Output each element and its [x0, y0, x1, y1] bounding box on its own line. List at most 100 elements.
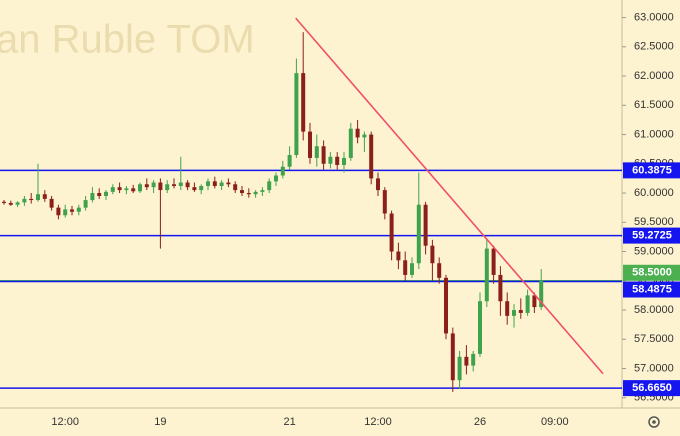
candle-body — [240, 190, 244, 194]
y-tick-label: 62.0000 — [634, 70, 674, 82]
candle-body — [199, 186, 204, 191]
candle-body — [22, 198, 27, 203]
candle-body — [416, 204, 421, 264]
candle-body — [348, 128, 353, 158]
y-tick-label: 62.5000 — [634, 41, 674, 53]
settings-gear-center[interactable] — [652, 420, 656, 424]
candle-body — [423, 204, 428, 246]
level-label-box — [623, 264, 680, 281]
settings-gear[interactable] — [648, 416, 660, 428]
candle-body — [63, 209, 68, 216]
level-label: 59.2725 — [632, 229, 672, 241]
candle-body — [512, 310, 516, 316]
candle-body — [328, 156, 333, 164]
y-tick-label: 63.0000 — [634, 11, 674, 23]
candle-body — [49, 198, 54, 208]
y-tick-label: 61.0000 — [634, 128, 674, 140]
x-tick-label: 09:00 — [541, 416, 569, 428]
candle-body — [430, 245, 435, 264]
candle-body — [70, 209, 74, 212]
candle-body — [260, 190, 265, 192]
level-label-box — [623, 281, 680, 298]
candle-body — [104, 191, 108, 196]
candle-body — [464, 356, 469, 366]
candle-body — [321, 146, 326, 164]
candle-body — [144, 184, 149, 188]
candle-body — [172, 184, 176, 187]
y-tick-label: 61.5000 — [634, 99, 674, 111]
candle-body — [178, 182, 183, 187]
candle-body — [138, 184, 142, 192]
candle-body — [117, 187, 122, 191]
candle-body — [42, 194, 47, 199]
candle-body — [192, 187, 197, 191]
trendline — [295, 17, 604, 375]
candle-body — [491, 248, 496, 275]
candle-body — [314, 146, 319, 158]
candle-body — [308, 131, 312, 158]
candle-body — [206, 181, 210, 187]
candle-body — [437, 263, 442, 278]
candle-body — [505, 301, 510, 316]
candle-body — [253, 191, 258, 195]
candle-body — [294, 73, 299, 156]
candle-body — [539, 280, 544, 308]
candle-body — [274, 175, 278, 182]
candle-body — [457, 356, 462, 381]
y-tick-label: 57.5000 — [634, 333, 674, 345]
candle-body — [478, 301, 482, 354]
candle-body — [301, 73, 306, 132]
candle-body — [2, 201, 6, 203]
candle-body — [335, 156, 340, 165]
candle-body — [287, 155, 292, 167]
x-tick-label: 19 — [154, 416, 166, 428]
candle-body — [219, 182, 224, 187]
candle-body — [484, 248, 489, 302]
candle-body — [498, 274, 503, 302]
candle-body — [97, 193, 102, 196]
candle-body — [280, 166, 285, 176]
candle-body — [233, 184, 238, 191]
candle-body — [124, 188, 129, 191]
level-label: 58.5000 — [632, 267, 672, 279]
candle-body — [471, 353, 476, 366]
candle-body — [525, 295, 530, 313]
candle-body — [83, 200, 88, 208]
candle-body — [151, 182, 156, 188]
candle-body — [376, 178, 380, 191]
candle-body — [212, 181, 217, 187]
candle-body — [342, 157, 346, 165]
level-label: 58.4875 — [632, 283, 672, 295]
y-tick-label: 57.0000 — [634, 362, 674, 374]
candle-body — [226, 182, 231, 185]
candle-body — [110, 187, 115, 192]
candle-body — [355, 128, 360, 138]
candle-body — [382, 190, 387, 214]
candle-body — [29, 198, 34, 201]
candle-body — [410, 263, 414, 275]
candle-body — [185, 182, 190, 188]
candle-body — [15, 202, 20, 205]
candle-body — [403, 260, 408, 275]
candle-body — [246, 193, 251, 195]
y-tick-label: 60.0000 — [634, 187, 674, 199]
candle-body — [518, 310, 523, 313]
settings-icon[interactable] — [648, 416, 660, 428]
watermark: an Ruble TOM — [0, 18, 255, 62]
candle-body — [90, 193, 95, 201]
x-tick-label: 26 — [474, 416, 486, 428]
y-tick-label: 59.5000 — [634, 216, 674, 228]
candle-body — [131, 188, 136, 192]
level-label-box — [623, 227, 680, 244]
level-label-box — [623, 162, 680, 179]
candle-body — [56, 207, 61, 216]
candle-body — [267, 181, 272, 191]
candle-body — [389, 213, 394, 252]
candle-body — [165, 184, 170, 191]
level-label: 60.3875 — [632, 164, 672, 176]
level-label: 56.6650 — [632, 382, 672, 394]
y-tick-label: 58.0000 — [634, 304, 674, 316]
y-tick-label: 59.0000 — [634, 245, 674, 257]
